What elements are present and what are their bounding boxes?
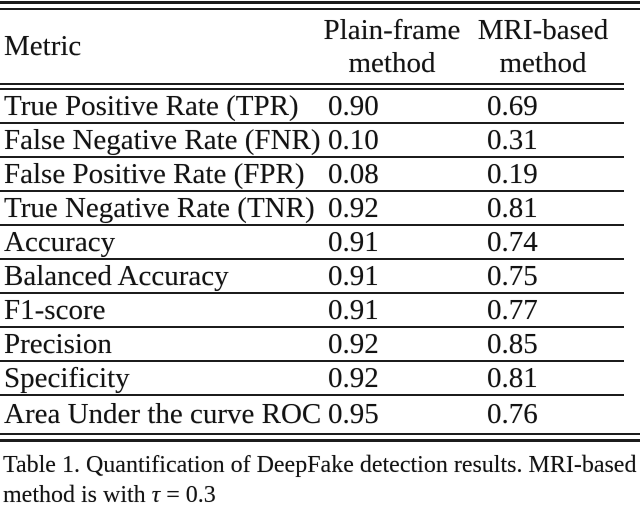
header-mri-based-method: MRI-based method [462, 10, 624, 83]
mri-value-cell: 0.31 [487, 123, 538, 156]
table-row-fnr: False Negative Rate (FNR) 0.10 0.31 [0, 124, 624, 158]
caption-line2: method is with τ = 0.3 [3, 480, 640, 510]
mri-value-cell: 0.76 [487, 398, 538, 430]
mri-value-cell: 0.74 [487, 225, 538, 258]
mri-value-cell: 0.77 [487, 293, 538, 326]
header-mri-line2: method [499, 46, 587, 79]
metric-name-cell: False Positive Rate (FPR) [4, 157, 305, 190]
plain-frame-value-cell: 0.90 [328, 89, 379, 122]
metric-name-cell: True Negative Rate (TNR) [4, 191, 315, 224]
mri-value-cell: 0.75 [487, 259, 538, 292]
table-row-specificity: Specificity 0.92 0.81 [0, 362, 624, 396]
caption-line2-prefix: method is with [3, 482, 152, 508]
table-row-tpr: True Positive Rate (TPR) 0.90 0.69 [0, 90, 624, 124]
table-header-row: Metric Plain-frame method MRI-based meth… [0, 10, 624, 83]
header-metric-label: Metric [4, 30, 82, 62]
results-table: Metric Plain-frame method MRI-based meth… [0, 10, 624, 433]
plain-frame-value-cell: 0.91 [328, 259, 379, 292]
plain-frame-value-cell: 0.92 [328, 327, 379, 360]
header-plain-frame-method: Plain-frame method [322, 10, 462, 83]
metric-name-cell: Specificity [4, 361, 130, 394]
plain-frame-value-cell: 0.91 [328, 293, 379, 326]
table-row-f1-score: F1-score 0.91 0.77 [0, 294, 624, 328]
plain-frame-value-cell: 0.95 [328, 398, 379, 430]
mri-value-cell: 0.85 [487, 327, 538, 360]
table-row-tnr: True Negative Rate (TNR) 0.92 0.81 [0, 192, 624, 226]
table-caption: Table 1. Quantification of DeepFake dete… [0, 450, 640, 510]
mri-value-cell: 0.81 [487, 191, 538, 224]
mri-value-cell: 0.69 [487, 89, 538, 122]
caption-tau-symbol: τ [151, 482, 161, 508]
table-row-auc-roc: Area Under the curve ROC 0.95 0.76 [0, 396, 624, 433]
metric-name-cell: Precision [4, 327, 112, 360]
caption-line2-suffix: = 0.3 [160, 482, 216, 508]
top-double-rule-thin [0, 8, 640, 10]
bottom-double-rule-thick [0, 439, 640, 442]
mri-value-cell: 0.81 [487, 361, 538, 394]
table-row-precision: Precision 0.92 0.85 [0, 328, 624, 362]
plain-frame-value-cell: 0.92 [328, 191, 379, 224]
table-row-accuracy: Accuracy 0.91 0.74 [0, 226, 624, 260]
header-double-rule-top [0, 83, 624, 85]
metric-name-cell: False Negative Rate (FNR) [4, 123, 321, 156]
header-double-rule-bottom [0, 88, 624, 90]
top-double-rule-thick [0, 1, 640, 4]
table-row-balanced-accuracy: Balanced Accuracy 0.91 0.75 [0, 260, 624, 294]
header-plain-frame-line1: Plain-frame [323, 13, 461, 46]
metric-name-cell: Balanced Accuracy [4, 259, 229, 292]
header-mri-line1: MRI-based [477, 13, 609, 46]
plain-frame-value-cell: 0.08 [328, 157, 379, 190]
header-plain-frame-line2: method [348, 46, 436, 79]
plain-frame-value-cell: 0.92 [328, 361, 379, 394]
metric-name-cell: Accuracy [4, 225, 116, 258]
plain-frame-value-cell: 0.10 [328, 123, 379, 156]
caption-line1: Table 1. Quantification of DeepFake dete… [3, 452, 637, 478]
metric-name-cell: Area Under the curve ROC [4, 398, 322, 430]
plain-frame-value-cell: 0.91 [328, 225, 379, 258]
metric-name-cell: F1-score [4, 293, 106, 326]
mri-value-cell: 0.19 [487, 157, 538, 190]
bottom-double-rule-thin [0, 433, 640, 435]
metric-name-cell: True Positive Rate (TPR) [4, 89, 299, 122]
table-row-fpr: False Positive Rate (FPR) 0.08 0.19 [0, 158, 624, 192]
